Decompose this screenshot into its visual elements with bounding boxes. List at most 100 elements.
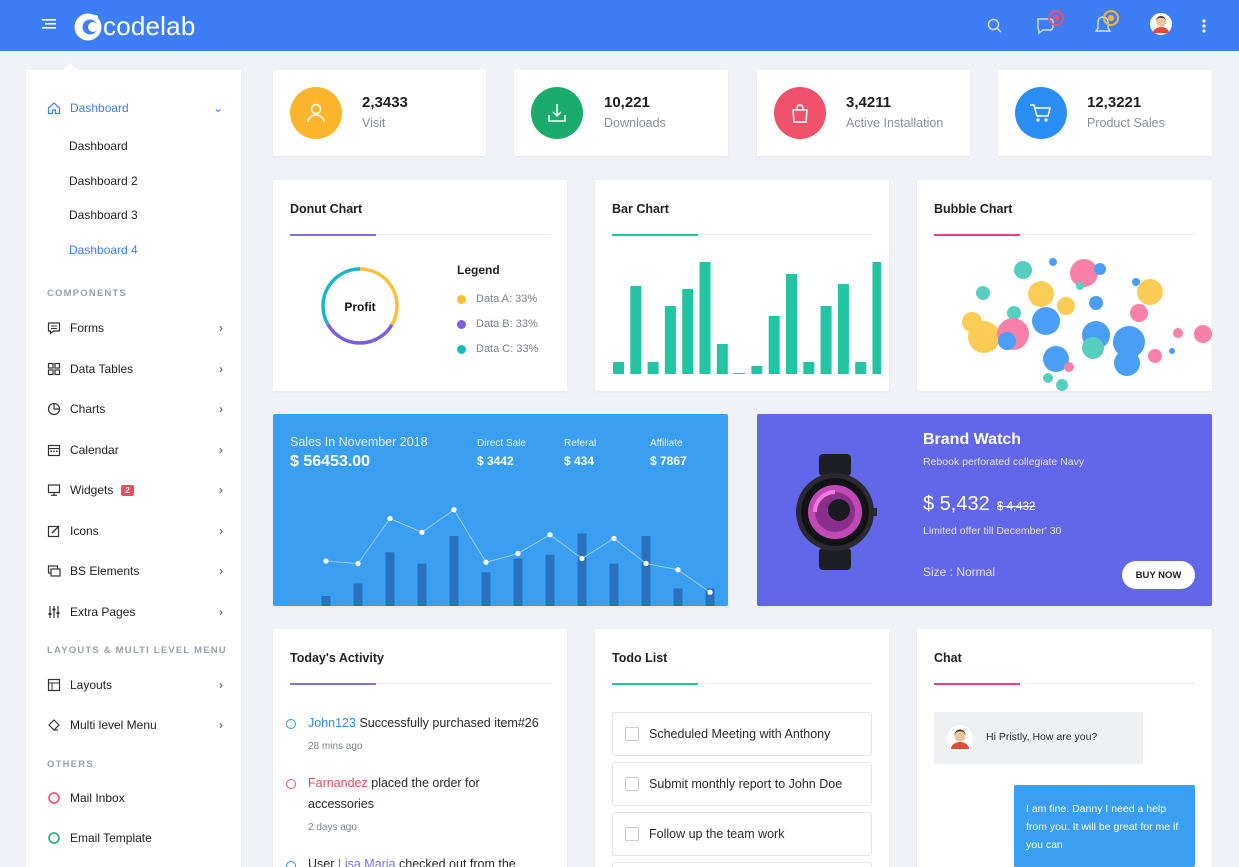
chevron-right-icon[interactable]: › [219, 678, 223, 692]
sidebar-item-forms[interactable]: Forms [46, 318, 104, 338]
bar [751, 366, 763, 374]
todo-item[interactable]: Submit monthly report to John Doe [612, 762, 872, 806]
sidebar-subitem-dashboard[interactable]: Dashboard [69, 139, 128, 153]
legend-item: Data A: 33% [457, 293, 537, 305]
sales-point [419, 529, 425, 535]
bubble-chart [962, 258, 1212, 391]
activity-user-link[interactable]: Lisa Maria [337, 857, 396, 867]
sales-point [547, 532, 553, 538]
buy-now-button[interactable]: BUY NOW [1122, 561, 1195, 589]
sidebar-subitem-dashboard-3[interactable]: Dashboard 3 [69, 208, 138, 222]
chevron-right-icon[interactable]: › [219, 321, 223, 335]
stat-label: Active Installation [846, 116, 944, 130]
sales-col-value: $ 434 [564, 454, 595, 468]
stat-card-active-installation: 3,4211 Active Installation [757, 70, 970, 156]
sidebar-item-email-template[interactable]: Email Template [46, 828, 152, 848]
hamburger-icon[interactable] [42, 17, 58, 31]
card-title: Donut Chart [290, 202, 363, 216]
todo-checkbox[interactable] [625, 727, 639, 741]
sales-point [643, 560, 649, 567]
sidebar-item-widgets[interactable]: Widgets 2 [46, 480, 134, 500]
chevron-right-icon[interactable]: › [219, 524, 223, 538]
chevron-right-icon[interactable]: › [219, 402, 223, 416]
stat-label: Product Sales [1087, 116, 1165, 130]
stat-value: 10,221 [604, 94, 650, 111]
avatar[interactable] [1150, 13, 1172, 35]
activity-user-link[interactable]: Farnandez [308, 776, 368, 790]
todo-checkbox[interactable] [625, 827, 639, 841]
sidebar-item-icons[interactable]: Icons [46, 521, 99, 541]
todo-checkbox[interactable] [625, 777, 639, 791]
bubble [998, 332, 1016, 350]
sidebar-item-extra-pages[interactable]: Extra Pages [46, 602, 135, 622]
sales-bar [449, 536, 459, 606]
sidebar-subitem-dashboard-4[interactable]: Dashboard 4 [69, 243, 138, 257]
bell-icon[interactable] [1093, 7, 1125, 35]
chevron-right-icon[interactable]: › [219, 362, 223, 376]
sidebar-item-label: Mail Inbox [70, 791, 125, 805]
sales-bar [417, 563, 427, 606]
sales-bar [577, 533, 587, 606]
sales-bar [545, 554, 555, 606]
layouts-icon [46, 677, 62, 693]
sales-point [579, 555, 585, 562]
brand-name[interactable]: codelab [103, 11, 196, 41]
sales-card: Sales In November 2018 $ 56453.00 Direct… [273, 414, 728, 606]
bubble [1076, 282, 1084, 290]
bar [872, 262, 881, 374]
activity-time: 28 mins ago [308, 741, 363, 752]
sales-bar [513, 558, 523, 606]
icons-icon [46, 523, 62, 539]
sidebar-item-data-tables[interactable]: Data Tables [46, 359, 133, 379]
bubble [1007, 306, 1021, 320]
sidebar-item-bs-elements[interactable]: BS Elements [46, 561, 139, 581]
product-price: $ 5,432 [923, 493, 990, 515]
sidebar-item-dashboard[interactable]: Dashboard [46, 98, 129, 118]
bubble [1057, 297, 1075, 315]
kebab-icon[interactable] [1201, 18, 1207, 34]
sidebar-item-calendar[interactable]: Calendar [46, 440, 119, 460]
sidebar-subitem-dashboard-2[interactable]: Dashboard 2 [69, 174, 138, 188]
chevron-right-icon[interactable]: › [219, 605, 223, 619]
chevron-right-icon[interactable]: › [219, 483, 223, 497]
stat-label: Visit [362, 116, 386, 130]
bubble [1089, 296, 1103, 310]
card-divider [934, 683, 1195, 685]
todo-list-card: Todo List Scheduled Meeting with Anthony… [595, 629, 889, 867]
todo-item[interactable]: Follow up the team work [612, 812, 872, 856]
sidebar-item-label: Icons [70, 524, 99, 538]
bar [647, 362, 659, 374]
chevron-down-icon[interactable]: ⌄ [212, 101, 223, 115]
bubble [1113, 326, 1145, 358]
todo-item[interactable]: Scheduled Meeting with Anthony [612, 712, 872, 756]
sidebar-item-layouts[interactable]: Layouts [46, 675, 112, 695]
todo-item[interactable] [612, 862, 872, 867]
product-subtitle: Rebook perforated collegiate Navy [923, 456, 1085, 468]
sales-col-label: Direct Sale [477, 438, 526, 449]
activity-user-link[interactable]: John123 [308, 716, 356, 730]
activity-item: John123 Successfully purchased item#26 [308, 716, 539, 730]
sales-combo-chart [321, 507, 715, 606]
multi-level-menu-icon [46, 717, 62, 733]
bar [716, 344, 728, 374]
stat-value: 2,3433 [362, 94, 408, 111]
activity-item: Farnandez placed the order for accessori… [308, 776, 480, 811]
chevron-right-icon[interactable]: › [219, 443, 223, 457]
sidebar-item-multi-level-menu[interactable]: Multi level Menu [46, 715, 157, 735]
bar [664, 306, 676, 374]
search-icon[interactable] [987, 18, 1003, 34]
circle-icon [46, 790, 62, 806]
sales-bar [353, 583, 363, 606]
bubble [1014, 261, 1032, 279]
bubble [1114, 350, 1140, 376]
stat-label: Downloads [604, 116, 666, 130]
legend-item: Data C: 33% [457, 343, 538, 355]
sidebar-item-label: Extra Pages [70, 605, 136, 619]
sidebar-item-mail-inbox[interactable]: Mail Inbox [46, 788, 125, 808]
notification-badge: 2 [121, 484, 134, 496]
sidebar-item-charts[interactable]: Charts [46, 399, 105, 419]
bar [820, 306, 832, 374]
chat-icon[interactable] [1036, 9, 1068, 35]
chevron-right-icon[interactable]: › [219, 718, 223, 732]
chevron-right-icon[interactable]: › [219, 564, 223, 578]
